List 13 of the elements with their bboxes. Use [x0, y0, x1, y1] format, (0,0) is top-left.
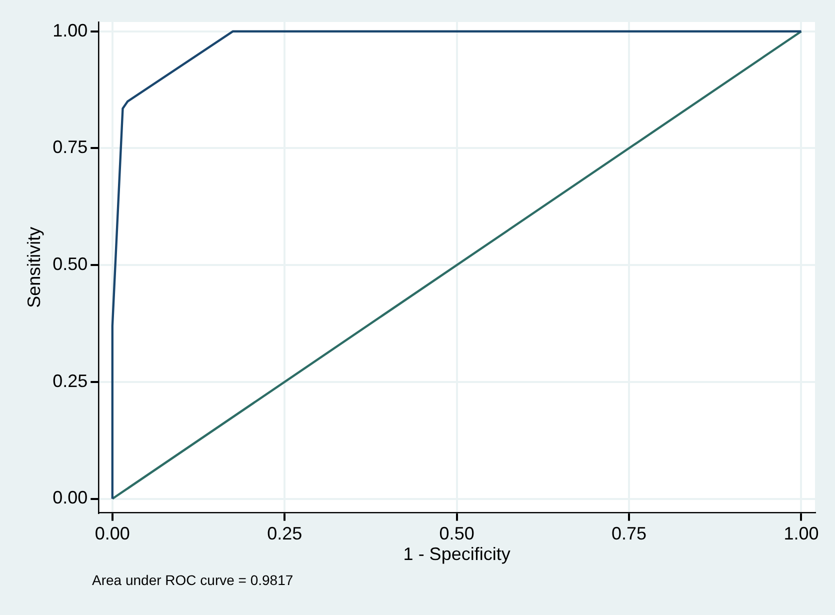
x-tick-label: 0.75 — [611, 524, 647, 544]
y-tick-label: 0.25 — [52, 370, 88, 391]
x-tick-label: 1.00 — [784, 524, 819, 544]
y-tick-label: 1.00 — [52, 20, 88, 40]
x-tick-label: 0.25 — [267, 524, 302, 544]
x-tick-label: 0.50 — [439, 524, 474, 544]
y-tick-label: 0.00 — [52, 488, 88, 508]
y-tick-label: 0.50 — [52, 254, 88, 274]
y-tick-label: 0.75 — [52, 137, 88, 158]
text: Area under ROC curve = 0.9817 — [92, 572, 294, 588]
x-tick-label: 0.00 — [94, 524, 130, 544]
y-axis-title: Sensitivity — [24, 226, 44, 308]
x-axis-title: 1 - Specificity — [403, 544, 510, 564]
